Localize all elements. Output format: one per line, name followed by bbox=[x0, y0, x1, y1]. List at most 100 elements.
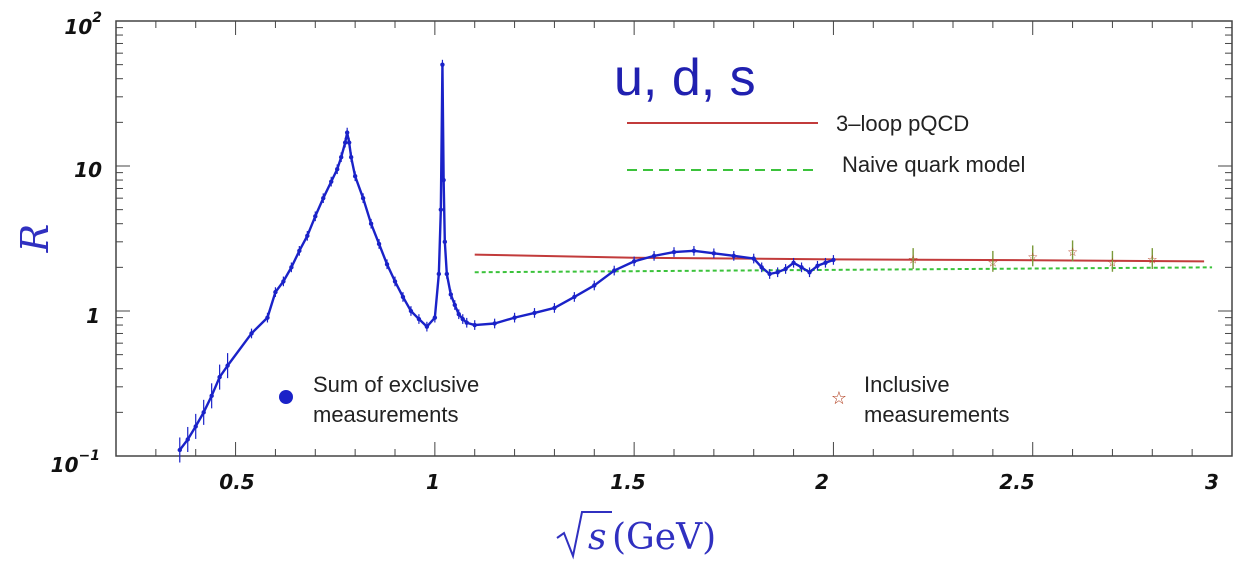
exclusive-point bbox=[440, 62, 445, 67]
exclusive-point bbox=[408, 308, 414, 314]
exclusive-point bbox=[273, 289, 278, 295]
x-tick-label-1: 1 bbox=[426, 470, 440, 494]
exclusive-point bbox=[225, 363, 230, 368]
exclusive-point bbox=[512, 315, 517, 320]
exclusive-point bbox=[460, 316, 465, 322]
exclusive-point bbox=[432, 315, 438, 320]
exclusive-point bbox=[376, 241, 382, 247]
exclusive-point bbox=[492, 321, 497, 326]
exclusive-point bbox=[217, 374, 222, 380]
exclusive-point bbox=[731, 253, 736, 259]
exclusive-point bbox=[612, 268, 617, 273]
x-axis-label-s: s bbox=[588, 517, 606, 558]
exclusive-point bbox=[691, 248, 697, 254]
exclusive-point bbox=[305, 233, 310, 239]
exclusive-point bbox=[438, 207, 444, 212]
exclusive-point bbox=[815, 263, 820, 268]
exclusive-point bbox=[532, 310, 537, 316]
y-tick-labels: 10−1 1 10 102 bbox=[51, 10, 102, 477]
exclusive-point bbox=[799, 265, 804, 270]
exclusive-point bbox=[424, 324, 430, 329]
x-tick-label-1p5: 1.5 bbox=[610, 470, 645, 494]
exclusive-point bbox=[791, 260, 796, 265]
exclusive-point bbox=[651, 253, 657, 259]
exclusive-point bbox=[201, 410, 206, 415]
exclusive-point bbox=[400, 294, 406, 300]
legend-exclusive-line2: measurements bbox=[313, 402, 459, 427]
x-tick-label-2p5: 2.5 bbox=[999, 470, 1034, 494]
exclusive-point bbox=[249, 331, 254, 336]
series-naive-quark-model bbox=[474, 266, 1213, 274]
y-tick-label-100: 102 bbox=[64, 10, 102, 39]
x-axis-label: s (GeV) bbox=[556, 511, 716, 560]
inclusive-point: ☆ bbox=[1027, 250, 1038, 264]
inclusive-point: ☆ bbox=[908, 253, 919, 267]
exclusive-point bbox=[338, 154, 344, 160]
exclusive-point bbox=[472, 322, 477, 328]
y-tick-label-10: 10 bbox=[74, 158, 102, 182]
x-tick-labels: 0.5 1 1.5 2 2.5 3 bbox=[219, 470, 1219, 494]
inclusive-point: ☆ bbox=[1147, 253, 1158, 267]
legend-exclusive-marker bbox=[279, 390, 293, 404]
y-minor-ticks bbox=[116, 27, 1232, 457]
exclusive-point bbox=[759, 265, 764, 270]
exclusive-point bbox=[452, 302, 457, 308]
y-tick-exp: 2 bbox=[92, 10, 102, 26]
exclusive-point bbox=[342, 140, 348, 145]
legend-inclusive-line2: measurements bbox=[864, 402, 1010, 427]
exclusive-point bbox=[265, 315, 270, 320]
exclusive-point bbox=[368, 221, 374, 226]
flavor-annotation: u, d, s bbox=[614, 49, 756, 107]
exclusive-point bbox=[631, 259, 637, 264]
exclusive-point bbox=[313, 214, 318, 219]
exclusive-point bbox=[807, 270, 812, 275]
exclusive-point bbox=[348, 154, 354, 160]
y-tick-label-0p1: 10−1 bbox=[51, 448, 100, 477]
y-tick-base: 10 bbox=[64, 15, 92, 39]
exclusive-point bbox=[671, 249, 677, 255]
exclusive-point bbox=[392, 279, 398, 284]
exclusive-point bbox=[442, 239, 448, 245]
series-3-loop-pqcd bbox=[474, 253, 1205, 263]
x-axis-ticks bbox=[115, 21, 1233, 456]
exclusive-point bbox=[346, 140, 352, 145]
y-tick-label-1: 1 bbox=[86, 304, 100, 328]
exclusive-point bbox=[185, 437, 190, 442]
legend-pqcd-label: 3–loop pQCD bbox=[836, 111, 969, 136]
exclusive-point bbox=[456, 312, 461, 317]
exclusive-point bbox=[436, 271, 442, 277]
exclusive-point bbox=[552, 305, 557, 311]
legend-inclusive-marker: ☆ bbox=[831, 388, 847, 409]
exclusive-point bbox=[281, 279, 286, 284]
legend-naive-label: Naive quark model bbox=[842, 152, 1025, 177]
x-tick-label-3: 3 bbox=[1205, 470, 1219, 494]
inclusive-point: ☆ bbox=[987, 255, 998, 269]
sqrt-radical-icon bbox=[556, 511, 612, 560]
inclusive-point: ☆ bbox=[1067, 245, 1078, 259]
x-tick-label-2: 2 bbox=[815, 470, 829, 494]
exclusive-point bbox=[711, 251, 717, 256]
exclusive-point bbox=[177, 447, 182, 453]
exclusive-point bbox=[193, 424, 198, 429]
y-axis-label: R bbox=[13, 224, 57, 254]
exclusive-point bbox=[448, 292, 453, 297]
exclusive-point bbox=[572, 294, 577, 300]
exclusive-point bbox=[297, 248, 302, 254]
y-tick-base: 10 bbox=[51, 453, 79, 477]
exclusive-point bbox=[823, 260, 828, 265]
exclusive-point bbox=[289, 265, 294, 270]
exclusive-point bbox=[352, 174, 358, 179]
exclusive-point bbox=[335, 167, 340, 172]
exclusive-point bbox=[464, 320, 469, 325]
x-tick-label-0p5: 0.5 bbox=[219, 470, 254, 494]
exclusive-point bbox=[444, 271, 450, 277]
exclusive-point bbox=[416, 316, 422, 322]
exclusive-point bbox=[783, 266, 788, 272]
exclusive-point bbox=[360, 195, 366, 201]
series-exclusive-line bbox=[178, 63, 834, 451]
exclusive-point bbox=[751, 256, 756, 261]
data-layer: ☆ ☆ ☆ ☆ ☆ ☆ bbox=[177, 59, 1213, 463]
exclusive-point bbox=[384, 262, 390, 267]
exclusive-point bbox=[329, 179, 334, 184]
